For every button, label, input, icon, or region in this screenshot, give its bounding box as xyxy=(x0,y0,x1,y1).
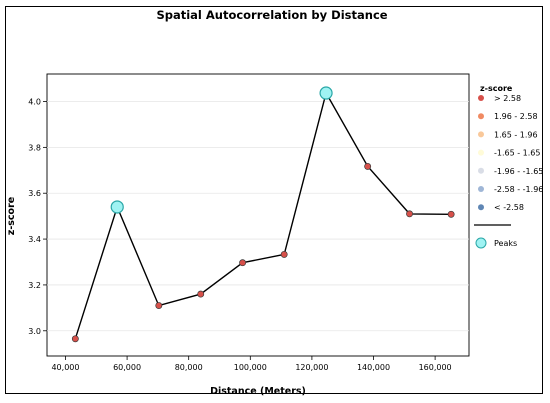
y-axis-ticks: 3.0 3.2 3.4 3.6 3.8 4.0 xyxy=(28,98,47,336)
data-point xyxy=(239,259,247,267)
series-line xyxy=(74,91,452,340)
data-point xyxy=(155,302,163,310)
legend-item-label: -1.65 - 1.65 xyxy=(494,149,540,158)
data-point xyxy=(197,290,205,298)
y-tick-label: 3.0 xyxy=(28,327,41,336)
legend-peaks-label: Peaks xyxy=(494,239,517,248)
legend-swatch xyxy=(478,113,484,120)
x-tick-label: 40,000 xyxy=(51,363,79,372)
x-tick-label: 60,000 xyxy=(113,363,141,372)
legend-swatch xyxy=(478,186,484,192)
x-tick-label: 140,000 xyxy=(357,363,390,372)
legend-item-label: < -2.58 xyxy=(494,203,524,212)
legend-item-label: 1.65 - 1.96 xyxy=(494,130,538,139)
data-point xyxy=(364,162,372,170)
grid-lines xyxy=(47,101,469,332)
data-point xyxy=(71,335,79,343)
y-tick-label: 3.8 xyxy=(28,143,41,152)
legend-swatch xyxy=(478,204,484,211)
legend-item-label: -2.58 - -1.96 xyxy=(494,185,543,194)
legend-swatch xyxy=(478,131,484,138)
y-tick-label: 3.6 xyxy=(28,189,41,198)
plot-area xyxy=(46,73,470,357)
y-tick-label: 3.2 xyxy=(28,281,41,290)
series-peaks xyxy=(110,86,333,214)
legend-title: z-score xyxy=(480,84,513,93)
y-tick-label: 4.0 xyxy=(28,98,41,107)
legend-item-label: 1.96 - 2.58 xyxy=(494,112,538,121)
y-tick-label: 3.4 xyxy=(28,235,41,244)
legend: z-score > 2.58 1.96 - 2.58 1.65 - 1.96 -1.6… xyxy=(474,84,543,249)
legend-item-label: -1.96 - -1.65 xyxy=(494,167,543,176)
legend-swatch xyxy=(478,95,484,101)
chart-title: Spatial Autocorrelation by Distance xyxy=(156,8,387,22)
x-tick-label: 100,000 xyxy=(234,363,267,372)
x-axis-label: Distance (Meters) xyxy=(210,386,306,397)
data-point xyxy=(406,210,414,218)
data-point xyxy=(447,210,455,218)
legend-item-label: > 2.58 xyxy=(494,94,521,103)
legend-peaks-marker xyxy=(475,237,487,249)
x-tick-label: 120,000 xyxy=(295,363,328,372)
peak-marker xyxy=(319,86,333,100)
x-tick-label: 160,000 xyxy=(419,363,452,372)
legend-swatch xyxy=(478,167,484,174)
x-tick-label: 80,000 xyxy=(175,363,203,372)
x-axis-ticks: 40,000 60,000 80,000 100,000 120,000 140,000 1… xyxy=(51,356,452,372)
legend-swatch xyxy=(478,149,484,156)
data-point xyxy=(280,250,288,258)
peak-marker xyxy=(110,200,124,214)
y-axis-label: z-score xyxy=(6,197,17,235)
